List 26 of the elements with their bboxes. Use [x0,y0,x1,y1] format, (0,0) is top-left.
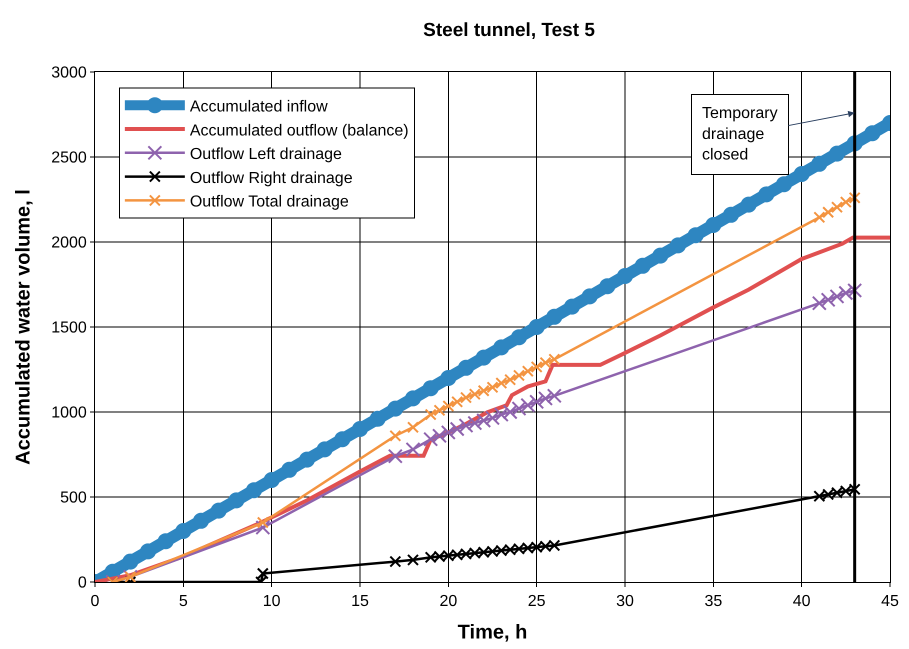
legend-label: Outflow Total drainage [190,194,349,211]
legend-label: Outflow Right drainage [190,170,353,187]
x-tick-label: 20 [439,593,458,610]
y-tick-label: 2000 [51,234,87,252]
x-tick-label: 35 [704,593,722,610]
x-tick-label: 10 [262,593,281,610]
y-tick-label: 1000 [51,404,87,422]
x-axis-title: Time, h [458,622,528,644]
x-tick-label: 45 [881,593,899,610]
legend-label: Accumulated outflow (balance) [190,122,409,140]
y-axis-title: Accumulated water volume, l [12,189,35,465]
annotation: Temporary drainage closed [702,105,778,164]
y-tick-label: 3000 [51,64,87,82]
y-tick-label: 1500 [51,320,87,337]
legend-label: Outflow Left drainage [190,146,342,164]
x-tick-label: 15 [351,593,369,610]
x-tick-label: 40 [792,593,811,610]
y-tick-label: 500 [60,490,87,507]
y-tick-label: 2500 [51,150,87,167]
x-tick-label: 0 [90,593,100,610]
legend-label: Accumulated inflow [190,98,328,116]
x-tick-label: 25 [528,593,546,610]
chart-title: Steel tunnel, Test 5 [423,20,596,42]
y-tick-label: 0 [78,574,87,592]
x-tick-label: 30 [616,593,634,610]
x-tick-label: 5 [178,593,188,610]
